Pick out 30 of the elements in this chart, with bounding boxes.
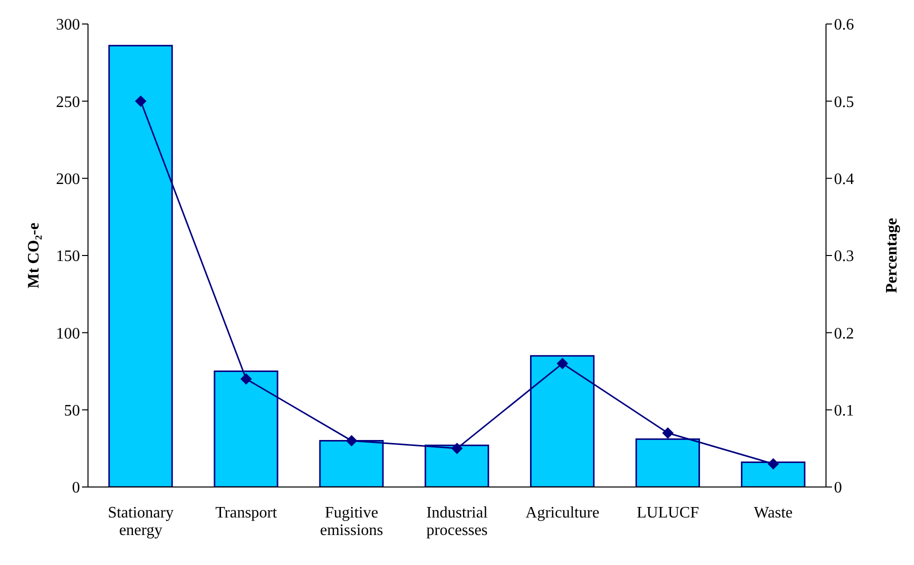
y2-tick-label: 0.5 [834, 94, 854, 111]
point [768, 458, 779, 470]
x-tick-label: Fugitive emissions [320, 504, 384, 539]
y2-tick-label: 0.3 [834, 248, 854, 266]
y-tick-label: 0 [72, 480, 80, 497]
x-tick-label: Transport [215, 504, 278, 522]
y2-tick-label: 0.2 [834, 325, 854, 342]
y2-axis-title: Percentage [884, 218, 901, 294]
point [452, 442, 462, 454]
point [662, 427, 674, 438]
x-tick-label: Stationary energy [108, 504, 174, 539]
x-tick-label: Agriculture [526, 504, 600, 522]
y-tick-label: 150 [56, 248, 80, 266]
y2-tick-label: 0.4 [834, 171, 854, 188]
y-axis-title: Mt CO₂-e [26, 222, 43, 288]
y-tick-label: 300 [56, 16, 80, 34]
y2-tick-label: 0 [834, 480, 842, 497]
x-tick-label: Industrial processes [426, 504, 488, 539]
y2-tick-label: 0.1 [834, 402, 854, 420]
point [556, 358, 568, 370]
point [135, 96, 146, 107]
y-tick-label: 50 [64, 402, 80, 420]
point [240, 373, 252, 384]
y-tick-label: 250 [56, 94, 80, 111]
x-tick-label: LULUCF [636, 504, 700, 522]
y2-tick-label: 0.6 [834, 16, 854, 34]
point [346, 435, 358, 446]
x-tick-label: Waste [754, 504, 793, 522]
y-tick-label: 100 [56, 325, 80, 342]
y-tick-label: 200 [56, 171, 80, 188]
